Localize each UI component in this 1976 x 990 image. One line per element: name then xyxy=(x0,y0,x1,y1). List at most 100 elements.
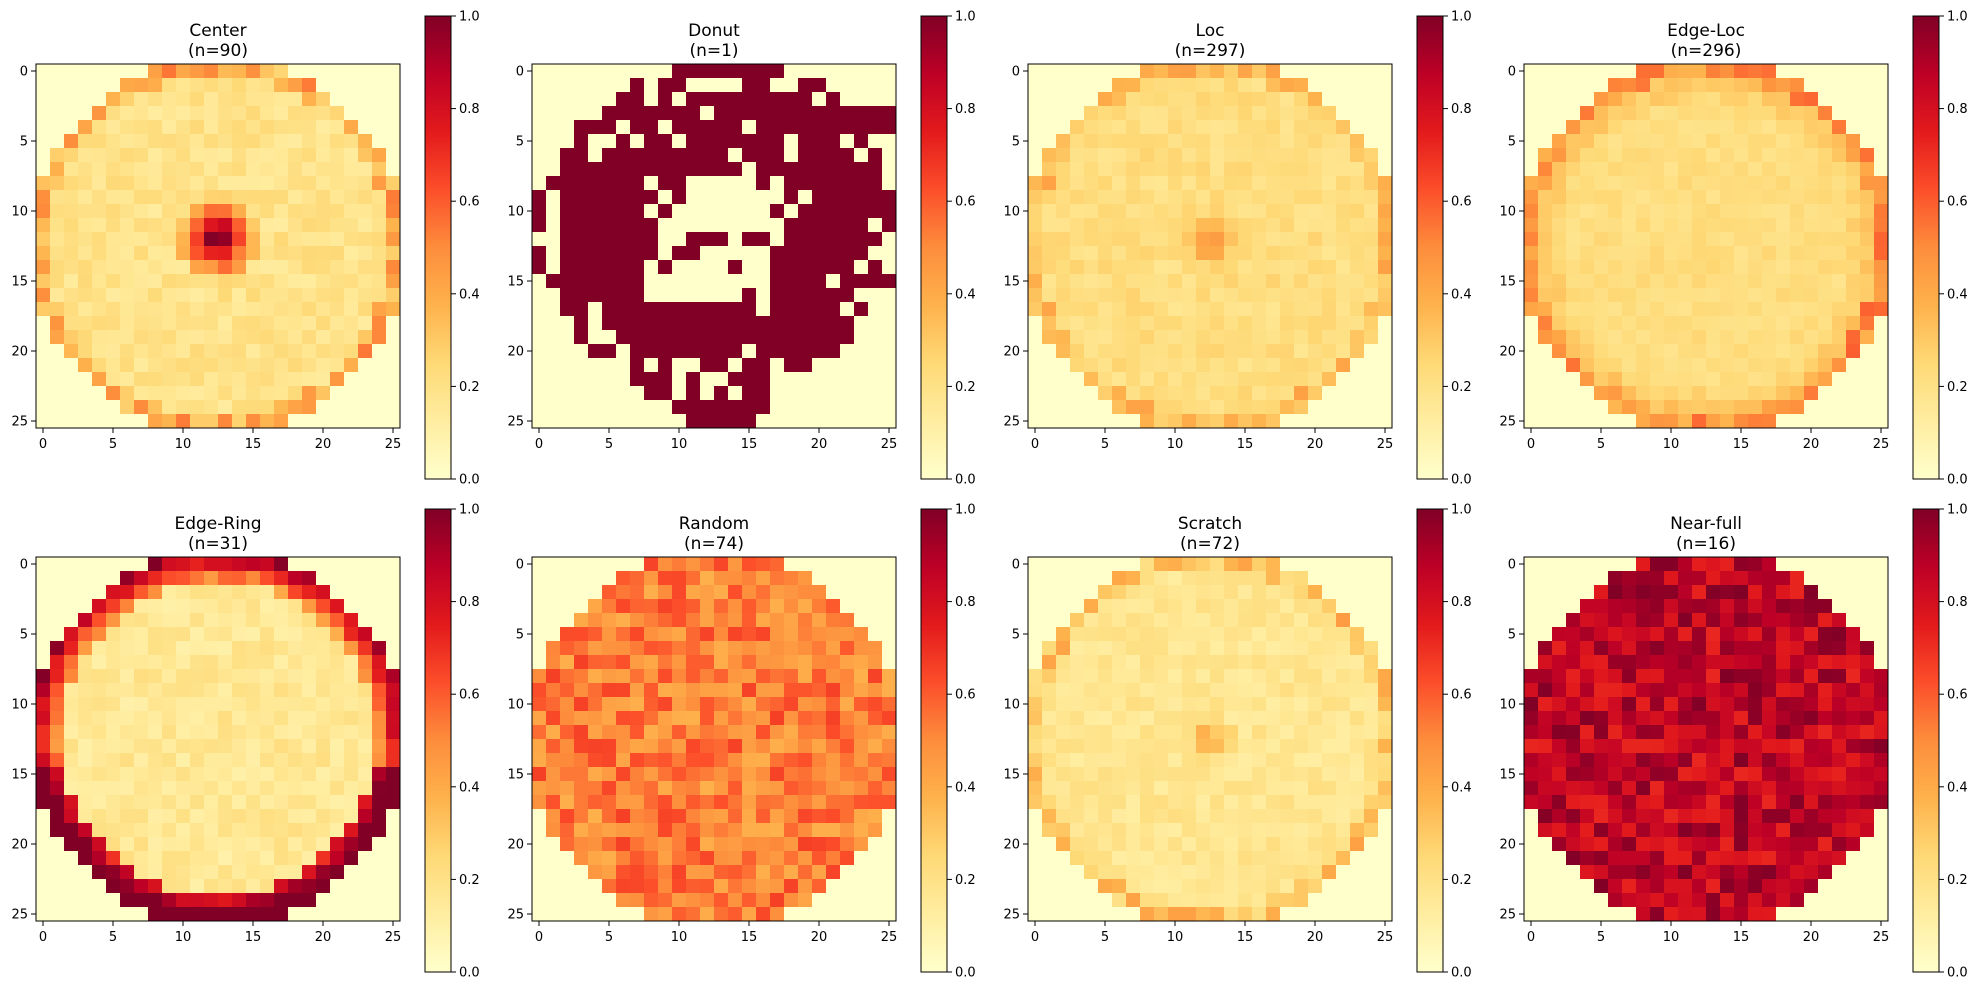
heatmap-cell xyxy=(1832,190,1847,205)
heatmap-cell xyxy=(1196,400,1211,415)
heatmap-cell xyxy=(232,851,247,866)
heatmap-cell xyxy=(386,330,401,345)
heatmap-cell xyxy=(288,260,303,275)
heatmap-cell xyxy=(204,106,219,121)
heatmap-cell xyxy=(1056,879,1071,894)
heatmap-cell xyxy=(204,641,219,656)
heatmap-cell xyxy=(92,837,107,852)
heatmap-cell xyxy=(134,697,149,712)
heatmap-cell xyxy=(1070,697,1085,712)
heatmap-cell xyxy=(1308,557,1323,572)
heatmap-cell xyxy=(1196,218,1211,233)
heatmap-cell xyxy=(386,218,401,233)
heatmap-cell xyxy=(1622,106,1637,121)
heatmap-cell xyxy=(204,288,219,303)
heatmap-cell xyxy=(1042,669,1057,684)
heatmap-cell xyxy=(798,627,813,642)
heatmap-cell xyxy=(1056,711,1071,726)
heatmap-cell xyxy=(854,386,869,401)
heatmap-cell xyxy=(232,557,247,572)
heatmap-cell xyxy=(274,372,289,387)
heatmap-cell xyxy=(1154,386,1169,401)
heatmap-cell xyxy=(36,809,51,824)
heatmap-cell xyxy=(658,767,673,782)
heatmap-cell xyxy=(232,190,247,205)
colorbar-tick-label: 0.4 xyxy=(459,287,480,302)
heatmap-cell xyxy=(1336,837,1351,852)
heatmap-cell xyxy=(560,767,575,782)
heatmap-cell xyxy=(1224,120,1239,135)
heatmap-cell xyxy=(316,400,331,415)
heatmap-cell xyxy=(1308,613,1323,628)
heatmap-cell xyxy=(1238,358,1253,373)
heatmap-cell xyxy=(1084,246,1099,261)
heatmap-cell xyxy=(1098,795,1113,810)
heatmap-cell xyxy=(1378,879,1393,894)
heatmap-cell xyxy=(316,78,331,93)
heatmap-cell xyxy=(546,358,561,373)
heatmap-cell xyxy=(1734,302,1749,317)
heatmap-cell xyxy=(1294,823,1309,838)
heatmap-cell xyxy=(1196,725,1211,740)
heatmap-cell xyxy=(840,92,855,107)
heatmap-cell xyxy=(1874,414,1889,429)
heatmap-cell xyxy=(1224,641,1239,656)
heatmap-cell xyxy=(316,557,331,572)
heatmap-cell xyxy=(728,599,743,614)
heatmap-cell xyxy=(232,386,247,401)
heatmap-cell xyxy=(1860,274,1875,289)
heatmap-cell xyxy=(882,865,897,880)
heatmap-cell xyxy=(64,372,79,387)
heatmap-cell xyxy=(316,851,331,866)
heatmap-cell xyxy=(630,386,645,401)
heatmap-cell xyxy=(1266,218,1281,233)
heatmap-cell xyxy=(840,865,855,880)
heatmap-cell xyxy=(386,260,401,275)
heatmap-cell xyxy=(120,823,135,838)
heatmap-cell xyxy=(1252,823,1267,838)
heatmap-cell xyxy=(812,753,827,768)
heatmap-cell xyxy=(756,697,771,712)
heatmap-cell xyxy=(602,753,617,768)
heatmap-cell xyxy=(630,148,645,163)
heatmap-cell xyxy=(574,585,589,600)
heatmap-cell xyxy=(1126,851,1141,866)
heatmap-cell xyxy=(1224,781,1239,796)
heatmap-cell xyxy=(1140,571,1155,586)
heatmap-cell xyxy=(78,92,93,107)
heatmap-cell xyxy=(574,78,589,93)
heatmap-cell xyxy=(1762,358,1777,373)
heatmap-cell xyxy=(1762,176,1777,191)
heatmap-cell xyxy=(288,92,303,107)
heatmap-cell xyxy=(1308,232,1323,247)
heatmap-cell xyxy=(756,176,771,191)
heatmap-cell xyxy=(1126,330,1141,345)
x-tick-label: 20 xyxy=(1803,437,1820,452)
colorbar-tick-label: 1.0 xyxy=(1947,10,1968,25)
heatmap-cell xyxy=(1140,893,1155,908)
heatmap-cell xyxy=(1364,655,1379,670)
heatmap-cell xyxy=(1224,92,1239,107)
heatmap-cell xyxy=(1874,78,1889,93)
heatmap-cell xyxy=(386,641,401,656)
heatmap-cell xyxy=(1294,697,1309,712)
heatmap-cell xyxy=(1140,190,1155,205)
heatmap-cell xyxy=(1042,64,1057,79)
heatmap-cell xyxy=(204,683,219,698)
heatmap-cell xyxy=(1748,260,1763,275)
heatmap-cell xyxy=(1168,134,1183,149)
heatmap-cell xyxy=(106,711,121,726)
heatmap-cell xyxy=(1266,274,1281,289)
heatmap-cell xyxy=(798,851,813,866)
heatmap-cell xyxy=(316,414,331,429)
heatmap-cell xyxy=(784,571,799,586)
heatmap-cell xyxy=(644,260,659,275)
heatmap-cell xyxy=(588,557,603,572)
heatmap-cell xyxy=(1252,683,1267,698)
heatmap-cell xyxy=(358,302,373,317)
heatmap-cell xyxy=(756,809,771,824)
heatmap-cell xyxy=(1112,414,1127,429)
heatmap-cell xyxy=(148,64,163,79)
heatmap-cell xyxy=(1692,134,1707,149)
heatmap-cell xyxy=(714,64,729,79)
